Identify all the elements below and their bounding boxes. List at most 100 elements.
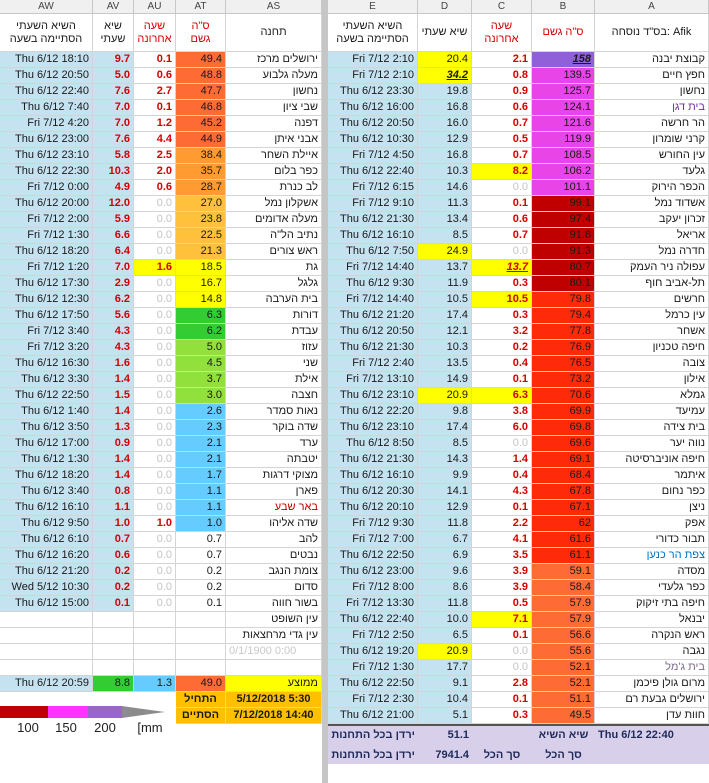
station-name: עין גדי מרחצאות — [226, 628, 322, 644]
peak-time: Fri 7/12 9:30 — [328, 516, 418, 532]
last-hour: 4.3 — [472, 484, 532, 500]
station-name: חוות עדן — [595, 708, 709, 724]
peak-hourly: 1.4 — [93, 468, 134, 484]
last-hour: 0.6 — [134, 180, 176, 196]
station-name: תבור כדורי — [595, 532, 709, 548]
peak-time: Fri 7/12 1:30 — [328, 660, 418, 676]
station-name: ראש הנקרה — [595, 628, 709, 644]
peak-hourly: 16.8 — [418, 100, 472, 116]
total-rain: 6.3 — [176, 308, 226, 324]
last-hour: 0.3 — [472, 276, 532, 292]
peak-hourly: 11.9 — [418, 276, 472, 292]
peak-time: Thu 6/12 8:50 — [328, 436, 418, 452]
empty-cell — [0, 660, 93, 676]
peak-time: Thu 6/12 22:50 — [0, 388, 93, 404]
peak-time: Thu 6/12 20:50 — [0, 68, 93, 84]
peak-hourly: 0.1 — [93, 596, 134, 612]
peak-hourly: 6.2 — [93, 292, 134, 308]
peak-time: Thu 6/12 21:30 — [328, 452, 418, 468]
last-hour: 0.9 — [472, 84, 532, 100]
peak-hourly: 11.3 — [418, 196, 472, 212]
peak-hourly: 10.5 — [418, 292, 472, 308]
total-rain: 48.8 — [176, 68, 226, 84]
total-rain: 2.3 — [176, 420, 226, 436]
peak-hourly: 16.8 — [418, 148, 472, 164]
total-rain: 57.9 — [532, 612, 595, 628]
station-name: אילת — [226, 372, 322, 388]
column-header: שיא שעתי — [93, 14, 134, 52]
station-name: בית הערבה — [226, 292, 322, 308]
last-hour: 4.1 — [472, 532, 532, 548]
last-hour: 0.0 — [472, 644, 532, 660]
total-rain: 1.1 — [176, 500, 226, 516]
last-hour: 0.5 — [472, 132, 532, 148]
peak-hourly: 0.8 — [93, 484, 134, 500]
last-hour: 0.1 — [134, 100, 176, 116]
total-rain: 57.9 — [532, 596, 595, 612]
peak-hourly: 7.0 — [93, 100, 134, 116]
column-letter: E — [328, 0, 418, 14]
peak-hourly: 14.6 — [418, 180, 472, 196]
peak-hourly: 20.4 — [418, 52, 472, 68]
peak-hourly: 6.9 — [418, 548, 472, 564]
summary-caption: סך הכל — [545, 749, 582, 761]
peak-hourly: 0.7 — [93, 532, 134, 548]
last-hour: 0.0 — [134, 532, 176, 548]
total-rain: 106.2 — [532, 164, 595, 180]
last-hour: 0.0 — [134, 564, 176, 580]
peak-time: Fri 7/12 14:40 — [328, 292, 418, 308]
last-hour: 0.2 — [472, 340, 532, 356]
peak-hourly: 7.0 — [93, 116, 134, 132]
empty-cell — [134, 660, 176, 676]
last-hour: 3.9 — [472, 564, 532, 580]
column-letter: D — [418, 0, 472, 14]
ended-label: הסתיים — [176, 708, 226, 724]
peak-hourly: 1.1 — [93, 500, 134, 516]
peak-time: Fri 7/12 2:00 — [0, 212, 93, 228]
peak-hourly: 13.7 — [418, 260, 472, 276]
summary-label: ירדן בכל התחנות יחד — [328, 749, 415, 761]
last-hour: 0.4 — [472, 468, 532, 484]
peak-hourly: 5.0 — [93, 68, 134, 84]
peak-time: Thu 6/12 22:50 — [328, 676, 418, 692]
station-name: כפר בלום — [226, 164, 322, 180]
station-name: אפק — [595, 516, 709, 532]
last-hour: 0.0 — [134, 228, 176, 244]
last-hour: 0.0 — [134, 420, 176, 436]
empty-cell — [93, 644, 134, 660]
total-rain: 18.5 — [176, 260, 226, 276]
last-hour: 0.0 — [134, 548, 176, 564]
last-hour: 2.2 — [472, 516, 532, 532]
scale-label: 100 — [17, 720, 39, 735]
total-rain: 2.1 — [176, 436, 226, 452]
total-rain: 14.8 — [176, 292, 226, 308]
peak-time: Thu 6/12 18:20 — [0, 244, 93, 260]
total-rain: 70.6 — [532, 388, 595, 404]
last-hour: 0.7 — [472, 228, 532, 244]
total-rain: 69.9 — [532, 404, 595, 420]
peak-time: Thu 6/12 6:10 — [0, 532, 93, 548]
summary-value: 51.1 — [447, 729, 469, 741]
peak-hourly: 10.3 — [418, 340, 472, 356]
last-hour: 0.1 — [134, 52, 176, 68]
peak-hourly: 6.7 — [418, 532, 472, 548]
peak-hourly: 0.2 — [93, 580, 134, 596]
last-hour: 0.0 — [134, 308, 176, 324]
station-name: ניצן — [595, 500, 709, 516]
scale-segment — [48, 706, 88, 718]
peak-time: Fri 7/12 4:20 — [0, 116, 93, 132]
peak-time: Thu 6/12 9:30 — [328, 276, 418, 292]
empty-cell — [93, 660, 134, 676]
peak-time: Thu 6/12 21:00 — [328, 708, 418, 724]
total-rain: 46.8 — [176, 100, 226, 116]
peak-hourly: 6.4 — [93, 244, 134, 260]
total-rain: 73.2 — [532, 372, 595, 388]
last-hour: 6.0 — [472, 420, 532, 436]
last-hour: 1.4 — [472, 452, 532, 468]
total-rain: 58.4 — [532, 580, 595, 596]
total-rain: 69.6 — [532, 436, 595, 452]
last-hour: 6.3 — [472, 388, 532, 404]
peak-hourly: 12.1 — [418, 324, 472, 340]
last-hour: 0.0 — [134, 596, 176, 612]
peak-hourly: 5.6 — [93, 308, 134, 324]
